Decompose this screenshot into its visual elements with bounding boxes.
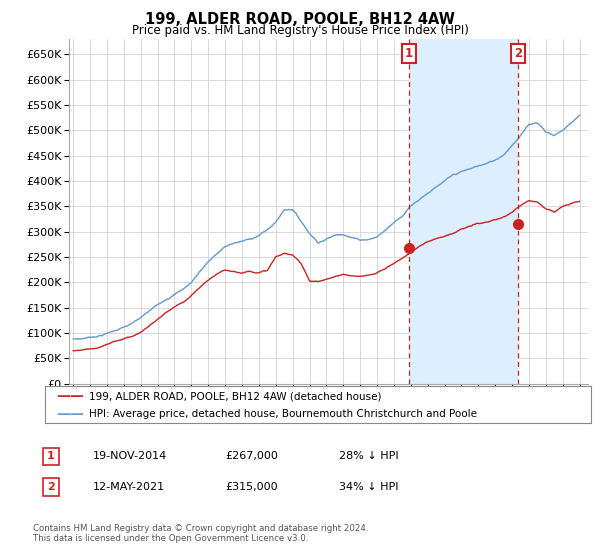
- Text: £267,000: £267,000: [225, 451, 278, 461]
- Text: 199, ALDER ROAD, POOLE, BH12 4AW (detached house): 199, ALDER ROAD, POOLE, BH12 4AW (detach…: [89, 391, 382, 401]
- Text: ——: ——: [56, 407, 83, 421]
- Text: Contains HM Land Registry data © Crown copyright and database right 2024.
This d: Contains HM Land Registry data © Crown c…: [33, 524, 368, 543]
- Text: 19-NOV-2014: 19-NOV-2014: [93, 451, 167, 461]
- Text: 28% ↓ HPI: 28% ↓ HPI: [339, 451, 398, 461]
- Bar: [409, 39, 518, 384]
- Text: Price paid vs. HM Land Registry's House Price Index (HPI): Price paid vs. HM Land Registry's House …: [131, 24, 469, 36]
- Text: 1: 1: [47, 451, 55, 461]
- Text: 1: 1: [405, 47, 413, 60]
- Text: £315,000: £315,000: [225, 482, 278, 492]
- Text: 199, ALDER ROAD, POOLE, BH12 4AW: 199, ALDER ROAD, POOLE, BH12 4AW: [145, 12, 455, 27]
- Text: 2: 2: [47, 482, 55, 492]
- Text: ——: ——: [56, 389, 83, 403]
- Text: HPI: Average price, detached house, Bournemouth Christchurch and Poole: HPI: Average price, detached house, Bour…: [89, 409, 477, 419]
- Text: 34% ↓ HPI: 34% ↓ HPI: [339, 482, 398, 492]
- Text: 12-MAY-2021: 12-MAY-2021: [93, 482, 165, 492]
- Text: 2: 2: [514, 47, 522, 60]
